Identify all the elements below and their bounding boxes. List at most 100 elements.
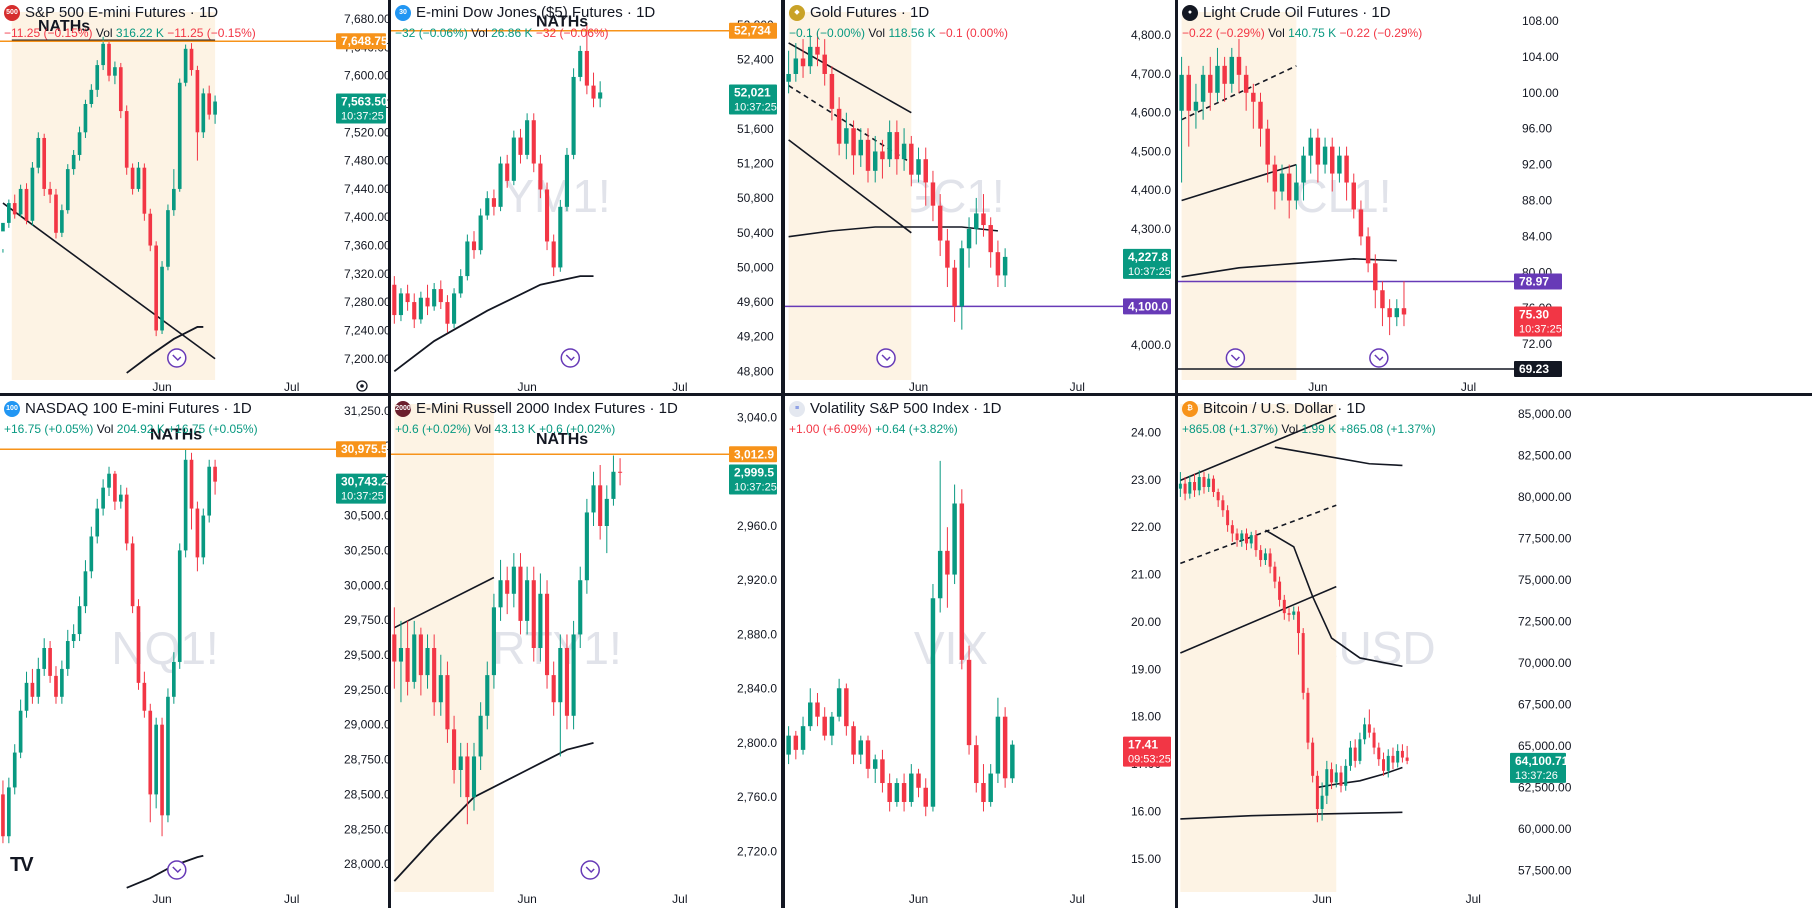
chart-canvas-ym[interactable]: YM1!NATHs52,80052,40052,00051,60051,2005… — [391, 0, 781, 393]
trend-line — [1181, 163, 1297, 202]
trend-line — [788, 139, 912, 234]
candle — [901, 128, 907, 171]
candle — [189, 452, 194, 530]
y-tick-label: 21.00 — [1131, 568, 1161, 582]
candle — [12, 744, 17, 795]
chart-title[interactable]: E-mini Dow Jones ($5) Futures · 1D — [416, 4, 656, 21]
candle — [829, 66, 835, 121]
candle-body — [786, 735, 791, 755]
candle — [160, 717, 164, 837]
event-marker-arrow — [565, 354, 575, 362]
candle-body — [544, 189, 550, 242]
candle — [124, 487, 129, 551]
chart-title[interactable]: S&P 500 E-mini Futures · 1D — [25, 4, 219, 21]
candle — [60, 660, 64, 704]
candle-body — [851, 128, 856, 156]
settings-gear-icon[interactable] — [356, 380, 368, 392]
y-tick-label: 2,760.0 — [737, 790, 777, 804]
price-tag: 7,563.50 10:37:25 — [336, 93, 388, 124]
x-tick-label: Jun — [909, 892, 928, 906]
separator-horizontal[interactable] — [0, 393, 1812, 396]
chart-canvas-vix[interactable]: VIX 24.00 23.00 22.00 21.00 20.00 19.00 18.00 17… — [785, 396, 1175, 908]
y-tick-label: 29,000.00 — [344, 718, 388, 732]
candle — [815, 31, 820, 67]
y-tick-label: 7,400.00 — [344, 210, 388, 224]
volume-value: 316.22 K — [115, 26, 164, 40]
candle-body — [60, 668, 64, 697]
candle — [498, 559, 503, 621]
x-tick-label: Jun — [1312, 892, 1331, 906]
chart-title[interactable]: Bitcoin / U.S. Dollar · 1D — [1203, 400, 1366, 417]
candle — [1391, 747, 1395, 770]
y-tick-label: 19.00 — [1131, 662, 1161, 676]
chart-title[interactable]: E-Mini Russell 2000 Index Futures · 1D — [416, 400, 678, 417]
candle-body — [195, 508, 200, 558]
candle-body — [551, 675, 556, 703]
chart-panel-cl[interactable]: CL1! 108.00 104.00 100.00 96.00 92.00 88.00 84.… — [1178, 0, 1812, 393]
chart-panel-nq[interactable]: NQ1!NATHs31,250.0031,000.0030,750.0030,5… — [0, 396, 388, 908]
price-tag: 2,999.5 10:37:25 — [729, 464, 777, 495]
candle-body — [1292, 611, 1296, 615]
tradingview-logo-icon[interactable]: TV — [10, 854, 34, 876]
candle-body — [916, 159, 921, 175]
event-marker-arrow — [172, 354, 182, 362]
candle-body — [1282, 599, 1286, 614]
chart-canvas-es[interactable]: ES1!NATHs7,680.007,640.007,600.007,560.0… — [0, 0, 388, 393]
candle-body — [24, 188, 29, 221]
chart-panel-rty[interactable]: RTY1!NATHs3,040.03,000.02,960.02,920.02,… — [391, 396, 781, 908]
candle-body — [564, 154, 570, 207]
candle-body — [923, 159, 928, 183]
candle-body — [478, 215, 483, 251]
candle-body — [83, 104, 88, 133]
chart-canvas-rty[interactable]: RTY1!NATHs3,040.03,000.02,960.02,920.02,… — [391, 396, 781, 908]
chart-title[interactable]: NASDAQ 100 E-mini Futures · 1D — [25, 400, 252, 417]
separator-vertical-3[interactable] — [1175, 0, 1178, 908]
candle-body — [471, 241, 477, 251]
chart-panel-btc[interactable]: BTCUSD 85,000.00 82,500.00 80,000.00 77,500.… — [1178, 396, 1812, 908]
candle-body — [1202, 477, 1206, 487]
y-tick-label: 84.00 — [1522, 229, 1552, 243]
candle — [1348, 740, 1352, 771]
y-tick-label: 29,500.00 — [344, 648, 388, 662]
y-tick-label: 72.00 — [1522, 337, 1552, 351]
candle — [851, 120, 856, 175]
candle — [48, 641, 52, 683]
candle-body — [130, 543, 135, 607]
chart-canvas-gc[interactable]: GC1! 4,800.0 4,700.0 4,600.0 4,500.0 4,400.0 4… — [785, 0, 1175, 393]
separator-vertical-1[interactable] — [388, 0, 391, 908]
candle-body — [77, 606, 82, 635]
symbol-logo-icon: 500 — [4, 4, 20, 21]
candle-body — [945, 550, 950, 575]
candle — [491, 593, 496, 689]
chart-canvas-cl[interactable]: CL1! 108.00 104.00 100.00 96.00 92.00 88.00 84.… — [1178, 0, 1812, 393]
chart-canvas-nq[interactable]: NQ1!NATHs31,250.0031,000.0030,750.0030,5… — [0, 396, 388, 908]
chart-panel-ym[interactable]: YM1!NATHs52,80052,40052,00051,60051,2005… — [391, 0, 781, 393]
volume-label: Vol — [1268, 26, 1285, 40]
candle — [1367, 709, 1371, 738]
candle — [418, 627, 423, 696]
candle-body — [952, 503, 957, 575]
candle — [836, 678, 842, 722]
candle-body — [808, 702, 813, 727]
candle — [1308, 128, 1313, 174]
candle — [465, 234, 470, 281]
candle-body — [478, 715, 483, 757]
chart-panel-es[interactable]: ES1!NATHs7,680.007,640.007,600.007,560.0… — [0, 0, 388, 393]
chart-title[interactable]: Light Crude Oil Futures · 1D — [1203, 4, 1391, 21]
candle — [923, 147, 928, 206]
candle — [1315, 770, 1319, 823]
chart-title[interactable]: Gold Futures · 1D — [810, 4, 930, 21]
price-tag: 30,743.25 10:37:25 — [336, 473, 388, 504]
chart-panel-vix[interactable]: VIX 24.00 23.00 22.00 21.00 20.00 19.00 18.00 17… — [785, 396, 1175, 908]
candle — [1337, 146, 1342, 183]
price-tag-time: 10:37:25 — [1519, 323, 1562, 335]
separator-vertical-2[interactable] — [781, 0, 785, 908]
candle — [1387, 299, 1392, 336]
candle — [937, 194, 943, 257]
naths-annotation: NATHs — [38, 18, 90, 35]
chart-panel-gc[interactable]: GC1! 4,800.0 4,700.0 4,600.0 4,500.0 4,400.0 4… — [785, 0, 1175, 393]
chart-canvas-btc[interactable]: BTCUSD85,000.0082,500.0080,000.0077,500.… — [1178, 396, 1812, 908]
candle-body — [24, 682, 29, 711]
candle — [822, 707, 827, 741]
chart-title[interactable]: Volatility S&P 500 Index · 1D — [810, 400, 1002, 417]
